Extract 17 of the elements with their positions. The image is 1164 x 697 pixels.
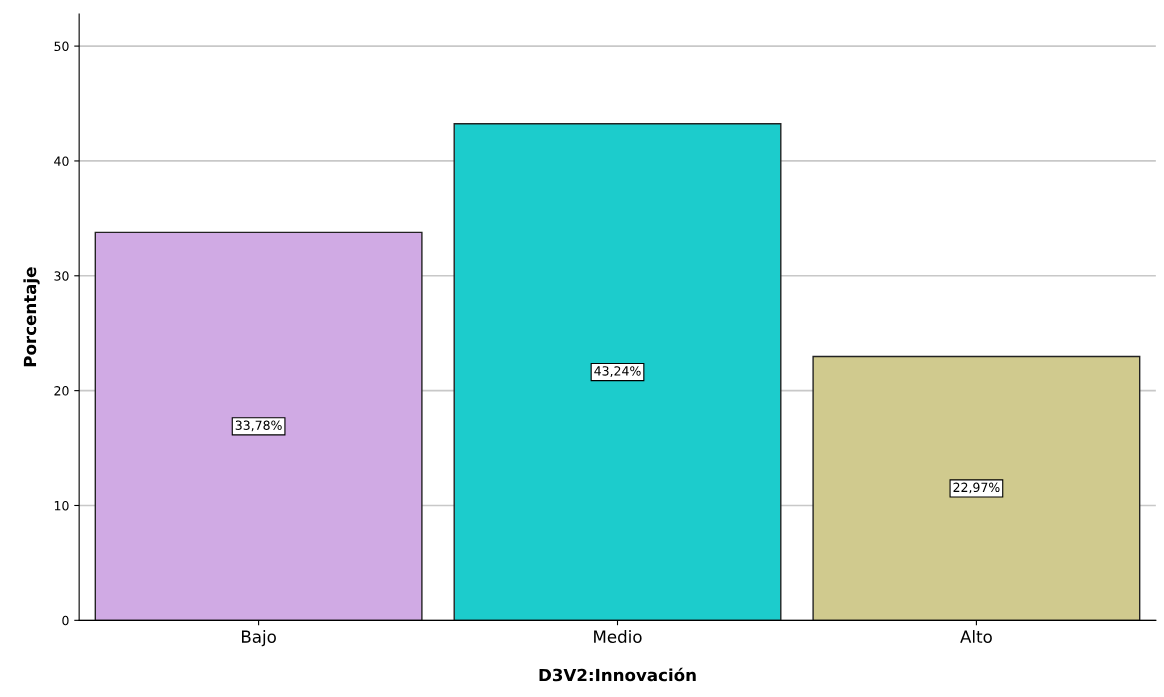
data-label: 33,78% [235,420,282,432]
data-label: 22,97% [953,482,1000,494]
y-tick-label: 40 [54,156,69,166]
bar [94,231,423,621]
x-tick-label: Bajo [242,630,276,647]
data-label: 43,24% [594,366,641,377]
y-tick-label: 10 [54,500,69,511]
y-tick-label: 20 [54,386,69,396]
x-tick-label: Alto [960,630,992,643]
y-tick-label: 0 [62,615,69,626]
bar [812,355,1141,621]
x-axis-title: D3V2:Innovación [539,667,696,682]
y-tick-label: 50 [54,41,69,52]
y-tick-label: 30 [54,271,69,281]
x-tick-label: Medio [594,630,642,643]
bar [453,123,782,621]
y-axis-title: Porcentaje [23,267,40,367]
